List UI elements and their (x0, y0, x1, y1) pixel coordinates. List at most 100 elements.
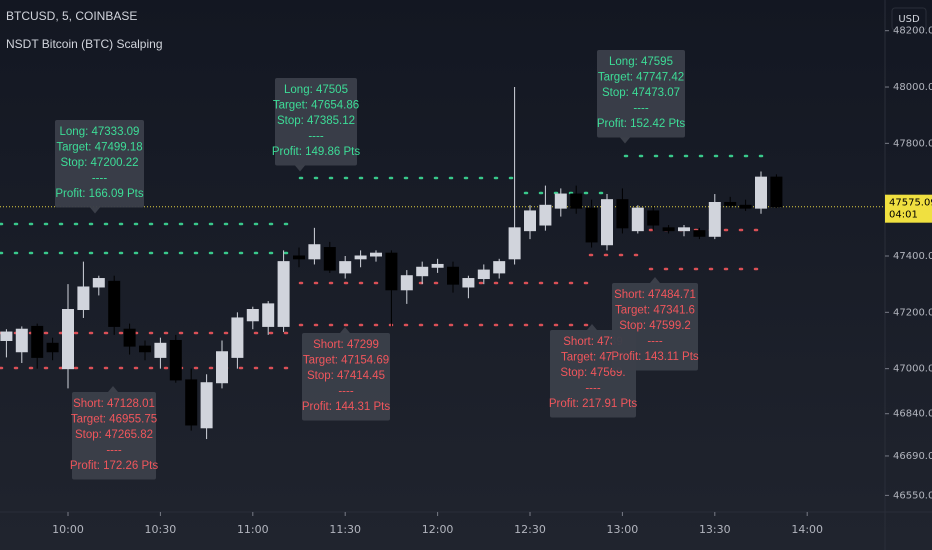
callout-line: Stop: 47569. (560, 367, 625, 379)
callout-line: Target: 46955.75 (71, 414, 157, 426)
candle-body (308, 244, 321, 260)
candle-body (200, 382, 213, 429)
candle-body (108, 280, 121, 327)
candle-body (616, 199, 629, 229)
candle-body (447, 266, 459, 285)
callout-line: Profit: 144.31 Pts (302, 401, 390, 413)
y-tick-label: 48000.00 (893, 82, 932, 93)
candle-body (631, 207, 644, 232)
callout-line: ---- (338, 386, 353, 398)
callout-line: Target: 47499.18 (56, 142, 142, 154)
candle-body (246, 309, 259, 322)
callout-pointer (340, 327, 350, 333)
x-tick-label: 11:30 (329, 523, 361, 536)
candle-body (31, 325, 44, 358)
callout-box (612, 283, 698, 371)
callout-line: Profit: 217.91 Pts (549, 398, 637, 410)
countdown: 04:01 (889, 210, 918, 221)
y-tick-label: 48200.00 (893, 26, 932, 37)
callout-line: Target: 4717 (561, 352, 625, 364)
candle-body (15, 328, 28, 353)
candle-body (339, 261, 352, 274)
currency-label: USD (898, 14, 920, 25)
indicator-name: NSDT Bitcoin (BTC) Scalping (6, 37, 163, 51)
callout-line: ---- (633, 103, 648, 115)
candle-body (770, 176, 783, 208)
callout-line: Target: 47341.6 (615, 305, 695, 317)
callout-line: ---- (308, 131, 323, 143)
candle-body (323, 247, 336, 271)
callout-line: Long: 47333.09 (60, 126, 140, 138)
callout-box (302, 333, 390, 421)
callout-pointer (108, 386, 118, 392)
callout-line: ---- (647, 336, 662, 348)
candle-body (277, 261, 290, 327)
callout-pointer (650, 277, 660, 283)
candle-body (493, 261, 506, 274)
callout-line: Short: 47299 (313, 339, 379, 351)
candle-body (554, 193, 567, 209)
candle-body (693, 230, 706, 237)
candle-body (416, 266, 429, 277)
candle-body (370, 252, 382, 257)
callout-line: Target: 47747.42 (598, 72, 684, 84)
candle-body (524, 210, 536, 232)
callout-box (275, 78, 357, 166)
candle-body (154, 342, 167, 358)
candle-body (647, 210, 660, 226)
callout-line: Target: 47654.86 (273, 100, 359, 112)
candle-body (169, 339, 182, 381)
x-tick-label: 12:00 (422, 523, 454, 536)
candle-body (462, 278, 475, 288)
callout-line: Stop: 47200.22 (60, 157, 138, 169)
y-tick-label: 46840.00 (893, 409, 932, 420)
candle-body (92, 278, 105, 288)
callout-line: ---- (106, 445, 121, 457)
candle-body (708, 201, 721, 237)
callout-box (72, 392, 156, 480)
candle-body (431, 263, 444, 268)
callout-line: Short: 47484.71 (614, 289, 696, 301)
candle-body (539, 204, 552, 226)
callout-pointer (295, 165, 305, 172)
callout-line: Stop: 47599.2 (619, 320, 691, 332)
candle-body (216, 351, 228, 384)
callout-line: ---- (92, 173, 107, 185)
y-tick-label: 46550.00 (893, 490, 932, 501)
callout-line: Stop: 47265.82 (75, 429, 153, 441)
y-tick-label: 47400.00 (893, 251, 932, 262)
candle-body (755, 176, 767, 209)
currency-box[interactable] (891, 7, 927, 31)
callout-box (55, 120, 144, 208)
callout-pointer (620, 137, 630, 144)
y-tick-label: 47200.00 (893, 307, 932, 318)
candle-body (678, 227, 690, 232)
candle-body (231, 317, 244, 358)
candle-body (508, 227, 521, 260)
callout-line: Long: 47595 (609, 56, 673, 68)
candle-body (354, 255, 367, 260)
candle-body (385, 252, 398, 291)
x-tick-label: 13:30 (699, 523, 731, 536)
candle-body (585, 207, 598, 243)
callout-line: Target: 47154.69 (303, 355, 389, 367)
candle-body (662, 227, 675, 232)
callout-line: Short: 47128.01 (73, 398, 155, 410)
y-tick-label: 46690.00 (893, 451, 932, 462)
callout-line: Stop: 47473.07 (602, 87, 680, 99)
candle-body (724, 201, 737, 206)
candle-body (739, 204, 752, 209)
callout-box (597, 50, 685, 138)
candle-body (62, 309, 74, 370)
x-tick-label: 10:30 (145, 523, 177, 536)
callout-pointer (90, 207, 100, 214)
callout-pointer (587, 324, 597, 330)
chart-title: BTCUSD, 5, COINBASE (6, 9, 137, 23)
candle-body (139, 345, 151, 353)
callout-line: Stop: 47414.45 (307, 370, 385, 382)
callout-line: Profit: 143.11 Pts (611, 351, 699, 363)
x-tick-label: 14:00 (791, 523, 823, 536)
x-tick-label: 13:00 (607, 523, 639, 536)
y-tick-label: 47800.00 (893, 138, 932, 149)
candle-body (477, 269, 490, 280)
